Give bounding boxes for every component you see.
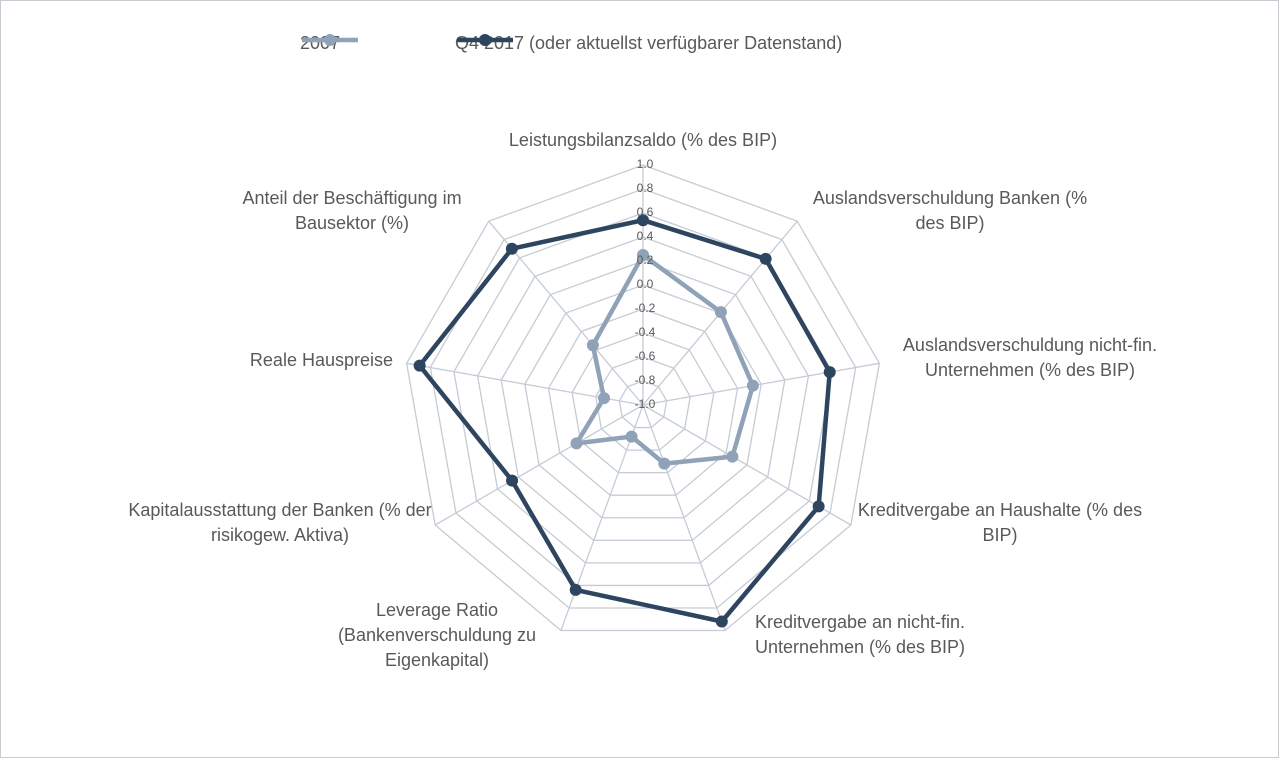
y-tick-label: 0.8 — [637, 181, 654, 195]
grid-ring — [500, 260, 786, 541]
category-label: Kreditvergabe an Haushalte (% des BIP) — [857, 500, 1143, 545]
y-tick-label: 0.0 — [637, 277, 654, 291]
series-line — [417, 217, 832, 624]
category-label: Leverage Ratio (Bankenverschuldung zu Ei… — [337, 600, 537, 670]
grid-ring — [618, 380, 668, 429]
series-marker — [637, 249, 649, 261]
series-marker — [505, 242, 518, 255]
legend-marker — [479, 34, 491, 46]
series-marker — [658, 457, 671, 470]
grid-ring — [571, 332, 715, 474]
spoke — [642, 362, 880, 406]
y-tick-label: -0.8 — [635, 373, 656, 387]
y-tick-label: -0.6 — [635, 349, 656, 363]
series-marker — [823, 366, 836, 379]
grid-ring — [547, 308, 739, 496]
series-marker — [715, 615, 728, 628]
series-marker — [570, 437, 583, 450]
series-marker — [746, 379, 759, 392]
legend-swatch — [302, 34, 358, 46]
series-marker — [586, 339, 599, 352]
y-tick-label: 1.0 — [637, 157, 654, 171]
series-marker — [726, 450, 739, 463]
y-tick-label: 0.2 — [637, 253, 654, 267]
series-marker — [569, 583, 582, 596]
category-label: Leistungsbilanzsaldo (% des BIP) — [508, 130, 778, 150]
series-marker — [598, 392, 611, 405]
category-label: Kreditvergabe an nicht-fin. Unternehmen … — [754, 612, 966, 657]
series-marker — [812, 500, 825, 513]
series-marker — [759, 252, 772, 265]
series-marker — [506, 474, 519, 487]
category-label: Anteil der Beschäftigung im Bausektor (%… — [242, 188, 462, 233]
y-tick-label: -0.2 — [635, 301, 656, 315]
series-marker — [637, 214, 649, 227]
legend-entry: 2007 — [300, 33, 358, 54]
legend-entry: Q4 2017 (oder aktuellst verfügbarer Date… — [455, 33, 842, 54]
grid-ring — [405, 164, 881, 632]
series-marker — [625, 430, 638, 443]
category-label: Auslandsverschuldung nicht-fin. Unterneh… — [902, 335, 1158, 380]
y-tick-label: 0.4 — [637, 229, 654, 243]
category-label: Auslandsverschuldung Banken (% des BIP) — [812, 188, 1088, 233]
grid-ring — [524, 284, 762, 519]
spoke — [434, 404, 644, 526]
category-label: Reale Hauspreise — [249, 350, 393, 370]
legend-swatch — [457, 34, 513, 46]
y-tick-label: -0.4 — [635, 325, 656, 339]
spoke — [642, 404, 726, 631]
y-tick-label: 0.6 — [637, 205, 654, 219]
category-label: Kapitalausstattung der Banken (% der ris… — [128, 500, 432, 545]
legend-label: Q4 2017 (oder aktuellst verfügbarer Date… — [455, 33, 843, 53]
series-marker — [714, 306, 727, 319]
grid-ring — [595, 356, 691, 451]
y-tick-label: -1.0 — [635, 397, 656, 411]
series-line — [574, 252, 756, 466]
legend-marker — [324, 34, 336, 46]
grid-ring — [476, 236, 810, 564]
series-marker — [413, 359, 426, 372]
